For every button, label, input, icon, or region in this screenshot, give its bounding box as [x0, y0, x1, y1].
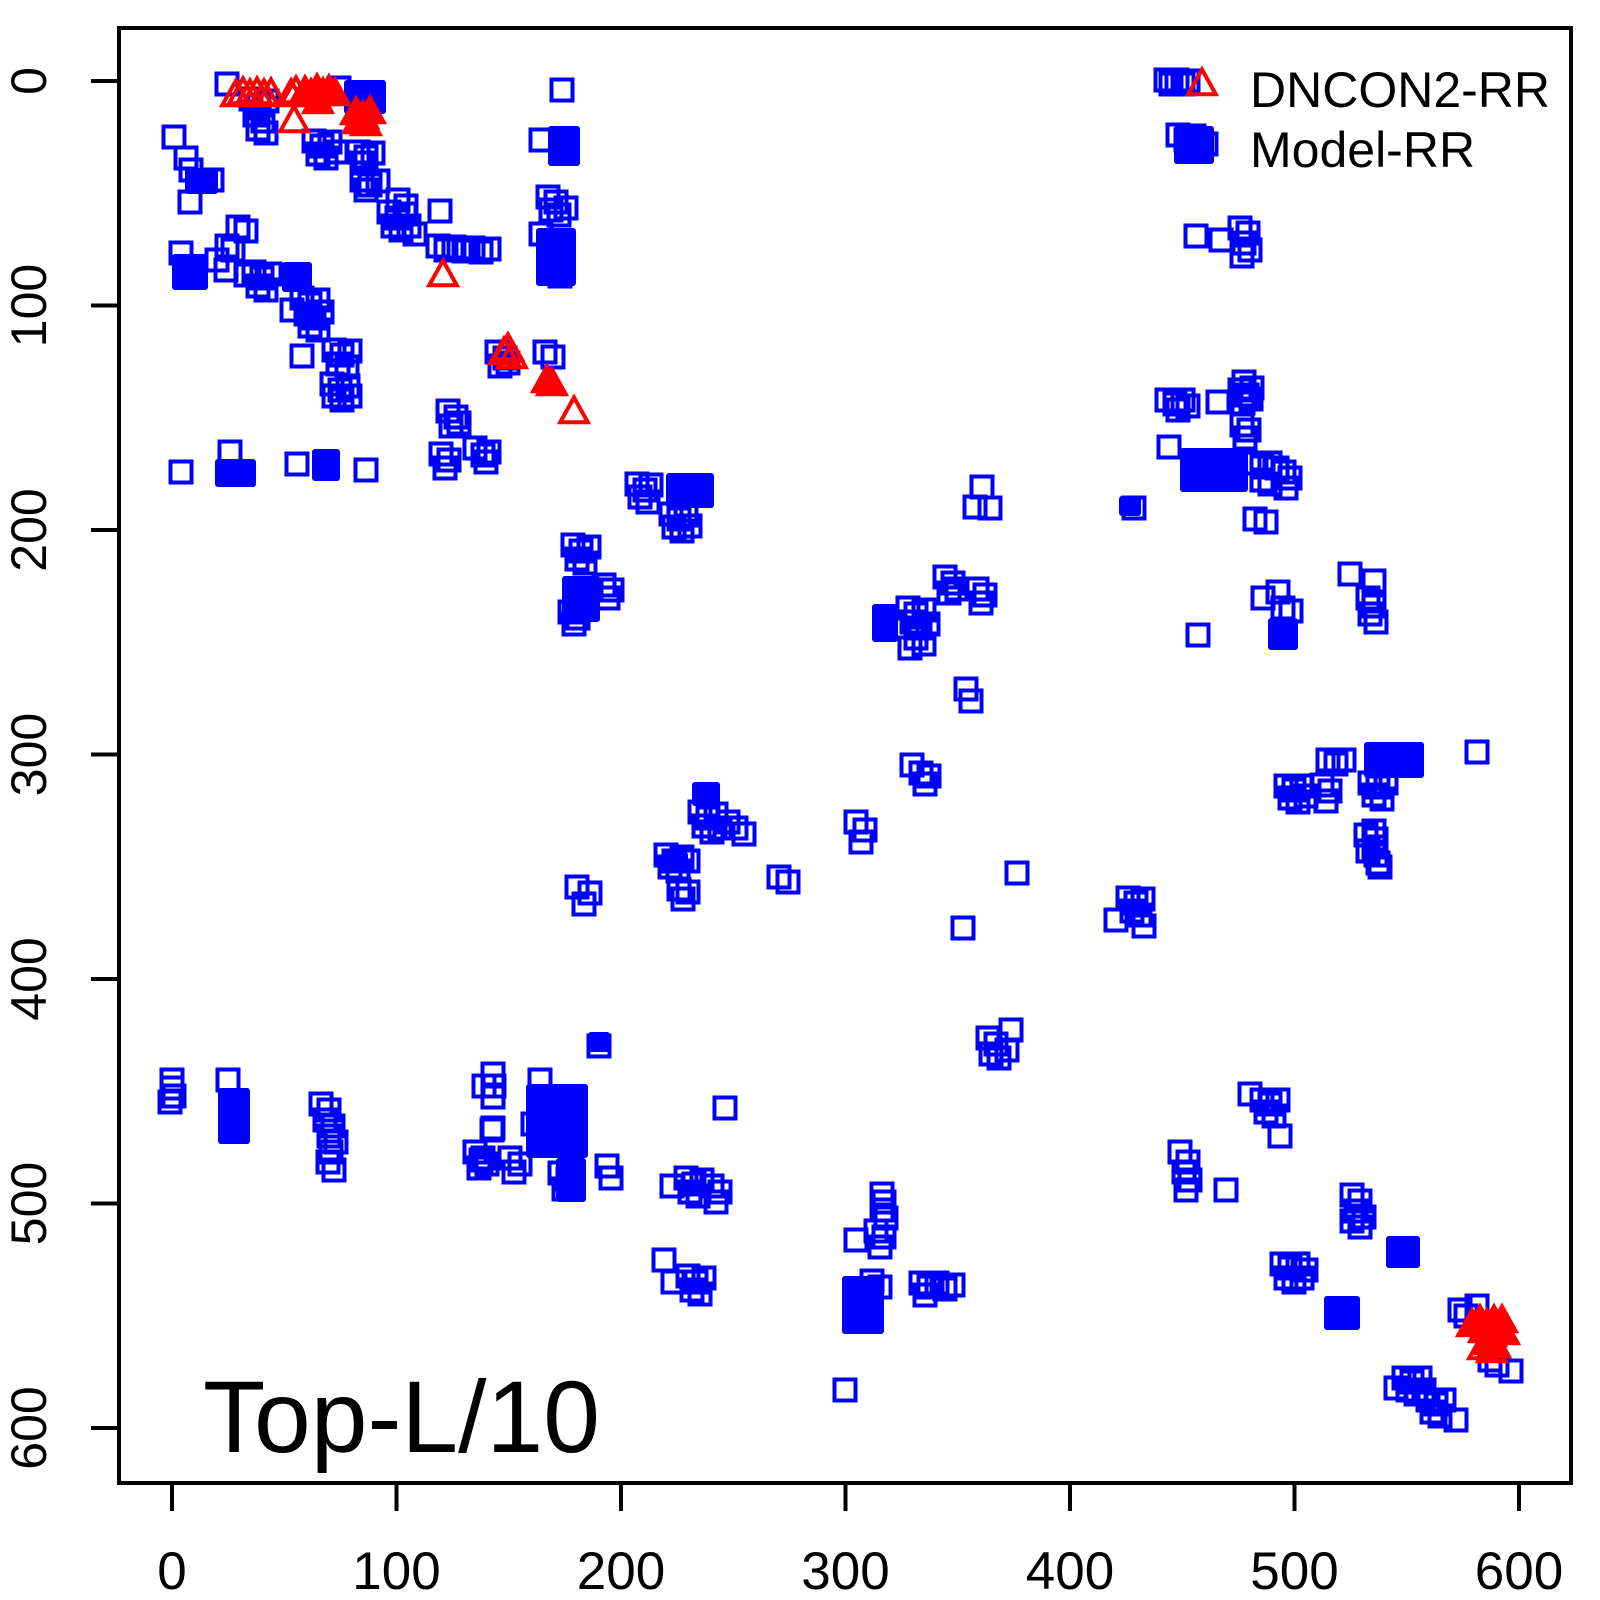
svg-text:Model-RR: Model-RR	[1250, 122, 1475, 178]
svg-text:600: 600	[1, 1386, 57, 1469]
svg-text:0: 0	[1, 67, 57, 95]
svg-text:500: 500	[1, 1162, 57, 1245]
svg-text:600: 600	[1475, 1542, 1563, 1600]
svg-text:Top-L/10: Top-L/10	[203, 1360, 600, 1474]
svg-text:400: 400	[1026, 1542, 1114, 1600]
svg-text:100: 100	[1, 264, 57, 347]
svg-text:300: 300	[1, 713, 57, 796]
svg-text:0: 0	[157, 1542, 186, 1600]
svg-text:100: 100	[352, 1542, 440, 1600]
svg-text:DNCON2-RR: DNCON2-RR	[1250, 62, 1550, 118]
svg-text:300: 300	[801, 1542, 889, 1600]
svg-text:500: 500	[1250, 1542, 1338, 1600]
svg-text:200: 200	[1, 488, 57, 571]
svg-text:400: 400	[1, 937, 57, 1020]
svg-text:200: 200	[577, 1542, 665, 1600]
